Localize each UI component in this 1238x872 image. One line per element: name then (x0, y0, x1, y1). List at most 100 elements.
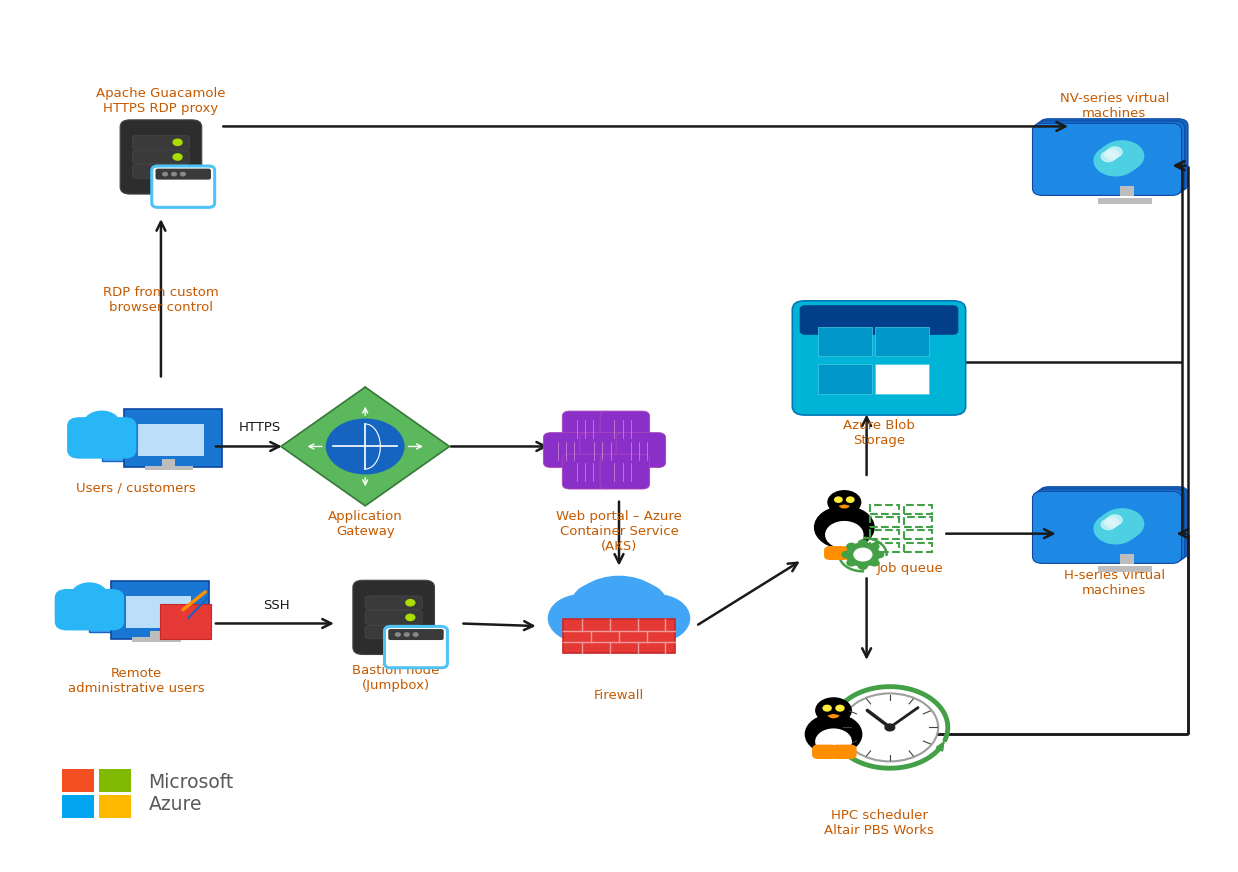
FancyBboxPatch shape (365, 596, 422, 610)
FancyBboxPatch shape (54, 589, 124, 630)
Circle shape (816, 698, 852, 723)
Circle shape (1101, 509, 1144, 539)
Circle shape (181, 173, 186, 176)
FancyBboxPatch shape (385, 626, 447, 668)
Circle shape (875, 551, 884, 558)
Circle shape (885, 724, 895, 731)
FancyBboxPatch shape (1039, 119, 1188, 191)
Text: Azure Blob
Storage: Azure Blob Storage (843, 419, 915, 446)
Circle shape (1097, 143, 1140, 174)
Circle shape (84, 412, 120, 436)
Circle shape (847, 497, 854, 502)
Circle shape (1108, 515, 1122, 525)
FancyBboxPatch shape (145, 466, 193, 470)
Circle shape (823, 705, 831, 711)
FancyBboxPatch shape (1032, 123, 1181, 195)
FancyBboxPatch shape (875, 364, 928, 393)
Text: Users / customers: Users / customers (77, 481, 196, 494)
FancyBboxPatch shape (132, 637, 181, 642)
FancyBboxPatch shape (600, 454, 650, 489)
FancyBboxPatch shape (792, 301, 966, 415)
FancyBboxPatch shape (120, 119, 202, 194)
Circle shape (413, 633, 418, 637)
Circle shape (847, 543, 879, 566)
Circle shape (173, 153, 182, 160)
Text: HPC scheduler
Altair PBS Works: HPC scheduler Altair PBS Works (825, 809, 933, 837)
FancyBboxPatch shape (62, 795, 94, 818)
Circle shape (854, 548, 872, 561)
FancyBboxPatch shape (365, 625, 422, 639)
Text: Firewall: Firewall (594, 689, 644, 702)
Text: Application
Gateway: Application Gateway (328, 510, 402, 538)
FancyBboxPatch shape (99, 795, 131, 818)
FancyBboxPatch shape (562, 454, 612, 489)
Circle shape (623, 595, 690, 642)
FancyBboxPatch shape (124, 409, 222, 467)
Circle shape (1108, 147, 1122, 157)
Text: Microsoft
Azure: Microsoft Azure (149, 773, 234, 814)
FancyBboxPatch shape (812, 745, 837, 759)
Circle shape (870, 543, 879, 549)
FancyBboxPatch shape (99, 769, 131, 792)
FancyBboxPatch shape (543, 433, 593, 467)
Circle shape (834, 497, 842, 502)
FancyBboxPatch shape (152, 166, 214, 208)
Circle shape (172, 173, 176, 176)
Circle shape (815, 507, 874, 548)
Circle shape (72, 583, 108, 608)
FancyBboxPatch shape (1036, 121, 1185, 193)
Circle shape (870, 560, 879, 566)
Circle shape (828, 491, 860, 514)
FancyBboxPatch shape (1120, 554, 1134, 564)
FancyBboxPatch shape (132, 165, 189, 179)
Text: SSH: SSH (262, 599, 290, 612)
Circle shape (847, 560, 855, 566)
FancyBboxPatch shape (1039, 487, 1188, 559)
FancyBboxPatch shape (162, 460, 176, 467)
Circle shape (836, 705, 844, 711)
Circle shape (806, 714, 862, 754)
FancyBboxPatch shape (150, 631, 163, 638)
FancyBboxPatch shape (62, 769, 94, 792)
Circle shape (395, 633, 400, 637)
Text: Apache Guacamole
HTTPS RDP proxy: Apache Guacamole HTTPS RDP proxy (97, 87, 225, 115)
Circle shape (1097, 511, 1140, 542)
Circle shape (406, 629, 415, 635)
Text: Job queue: Job queue (877, 562, 943, 576)
FancyBboxPatch shape (160, 604, 210, 639)
Circle shape (405, 633, 409, 637)
FancyBboxPatch shape (875, 327, 928, 356)
FancyBboxPatch shape (617, 433, 666, 467)
FancyBboxPatch shape (132, 150, 189, 164)
Wedge shape (838, 504, 851, 508)
FancyBboxPatch shape (1036, 489, 1185, 561)
Text: RDP from custom
browser control: RDP from custom browser control (103, 286, 219, 314)
FancyBboxPatch shape (825, 546, 848, 560)
Circle shape (826, 521, 863, 548)
FancyBboxPatch shape (111, 581, 209, 639)
FancyBboxPatch shape (562, 411, 612, 446)
Circle shape (1102, 152, 1115, 161)
Circle shape (1102, 520, 1115, 529)
Text: NV-series virtual
machines: NV-series virtual machines (1060, 92, 1169, 119)
Text: Remote
administrative users: Remote administrative users (68, 667, 204, 695)
FancyBboxPatch shape (102, 418, 155, 460)
FancyBboxPatch shape (579, 433, 629, 467)
FancyBboxPatch shape (126, 596, 191, 628)
FancyBboxPatch shape (389, 629, 443, 640)
FancyBboxPatch shape (1032, 491, 1181, 563)
Text: Bastion node
(Jumpbox): Bastion node (Jumpbox) (353, 664, 439, 692)
FancyBboxPatch shape (818, 364, 872, 393)
FancyBboxPatch shape (1120, 186, 1134, 196)
Circle shape (609, 582, 666, 623)
Circle shape (847, 543, 855, 549)
FancyBboxPatch shape (842, 546, 867, 560)
Circle shape (571, 576, 667, 644)
Circle shape (858, 540, 868, 546)
Circle shape (1104, 517, 1119, 528)
FancyBboxPatch shape (1098, 198, 1153, 204)
Circle shape (572, 582, 629, 623)
FancyBboxPatch shape (353, 580, 435, 655)
Circle shape (1094, 146, 1138, 176)
Circle shape (548, 595, 615, 642)
